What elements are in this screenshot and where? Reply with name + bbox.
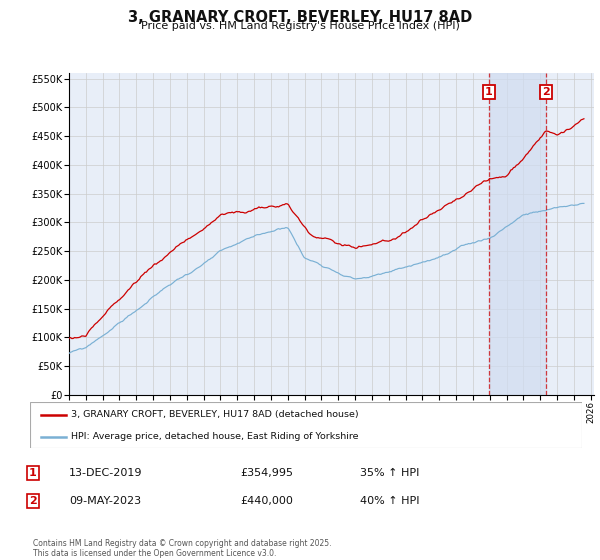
Text: 35% ↑ HPI: 35% ↑ HPI bbox=[360, 468, 419, 478]
Text: 3, GRANARY CROFT, BEVERLEY, HU17 8AD (detached house): 3, GRANARY CROFT, BEVERLEY, HU17 8AD (de… bbox=[71, 410, 359, 419]
Text: 2: 2 bbox=[542, 87, 550, 97]
Bar bbox=[489, 73, 546, 395]
FancyBboxPatch shape bbox=[30, 402, 582, 448]
Text: Price paid vs. HM Land Registry's House Price Index (HPI): Price paid vs. HM Land Registry's House … bbox=[140, 21, 460, 31]
Text: 2: 2 bbox=[29, 496, 37, 506]
Text: 09-MAY-2023: 09-MAY-2023 bbox=[69, 496, 141, 506]
Text: HPI: Average price, detached house, East Riding of Yorkshire: HPI: Average price, detached house, East… bbox=[71, 432, 359, 441]
Text: 3, GRANARY CROFT, BEVERLEY, HU17 8AD: 3, GRANARY CROFT, BEVERLEY, HU17 8AD bbox=[128, 10, 472, 25]
Text: 1: 1 bbox=[485, 87, 493, 97]
Text: 40% ↑ HPI: 40% ↑ HPI bbox=[360, 496, 419, 506]
Text: 13-DEC-2019: 13-DEC-2019 bbox=[69, 468, 143, 478]
Text: 1: 1 bbox=[29, 468, 37, 478]
Text: Contains HM Land Registry data © Crown copyright and database right 2025.
This d: Contains HM Land Registry data © Crown c… bbox=[33, 539, 331, 558]
Text: £354,995: £354,995 bbox=[240, 468, 293, 478]
Text: £440,000: £440,000 bbox=[240, 496, 293, 506]
